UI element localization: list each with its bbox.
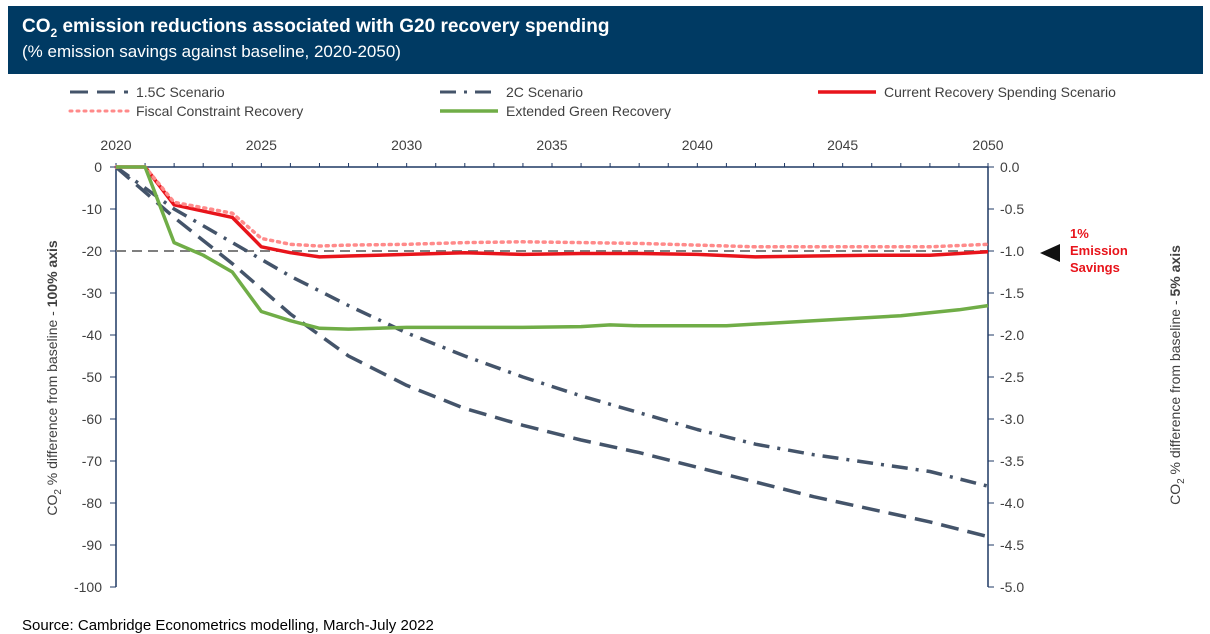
x-tick-label-2040: 2040 — [682, 137, 713, 153]
right-tick-label: -3.0 — [1000, 411, 1024, 427]
legend-label-2: 2C Scenario — [506, 84, 583, 100]
left-axis-title: CO2 % difference from baseline - 100% ax… — [44, 240, 64, 516]
chart-header: CO2 emission reductions associated with … — [8, 6, 1203, 74]
left-tick-label: -30 — [82, 285, 102, 301]
x-tick-label-2030: 2030 — [391, 137, 422, 153]
x-tick-label-2050: 2050 — [972, 137, 1003, 153]
left-tick-label: -100 — [74, 579, 102, 595]
right-tick-label: -5.0 — [1000, 579, 1024, 595]
right-tick-label: -2.0 — [1000, 327, 1024, 343]
series-line-5 — [116, 165, 989, 331]
left-tick-label: 0 — [94, 159, 102, 175]
right-tick-label: -1.5 — [1000, 285, 1024, 301]
left-tick-label: -10 — [82, 201, 102, 217]
y-axis-right: 0.0 -0.5 -1.0 -1.5 -2.0 -2.5 -3.0 -3.5 -4.0 -4.5 -… — [988, 159, 1024, 595]
annotation-arrow — [1040, 244, 1060, 262]
right-tick-label: -3.5 — [1000, 453, 1024, 469]
annotation-line1: 1% — [1070, 226, 1089, 241]
annotation: 1% Emission Savings — [1040, 226, 1128, 275]
right-tick-label: 0.0 — [1000, 159, 1020, 175]
left-tick-label: -80 — [82, 495, 102, 511]
right-tick-label: -1.0 — [1000, 243, 1024, 259]
x-tick-label-2020: 2020 — [100, 137, 131, 153]
left-tick-label: -40 — [82, 327, 102, 343]
legend: 1.5C Scenario 2C Scenario Current Recovery… — [68, 84, 1116, 119]
right-axis-title: CO2 % difference from baseline - 5% axis — [1167, 245, 1187, 505]
legend-label-1: 1.5C Scenario — [136, 84, 225, 100]
series-line-1 — [114, 165, 989, 539]
source-note: Source: Cambridge Econometrics modelling… — [22, 617, 434, 634]
axes — [115, 163, 989, 587]
legend-label-5: Extended Green Recovery — [506, 103, 671, 119]
left-tick-label: -20 — [82, 243, 102, 259]
x-axis-top: 2020 2025 2030 2035 2040 2045 2050 — [100, 137, 1003, 153]
series-line-2 — [114, 165, 989, 488]
axis-labels: CO2 % difference from baseline - 100% ax… — [44, 240, 1187, 516]
left-tick-label: -70 — [82, 453, 102, 469]
left-tick-label: -50 — [82, 369, 102, 385]
series-line-4 — [114, 165, 990, 249]
series-line-3 — [116, 165, 989, 259]
y-axis-left: 0 -10 -20 -30 -40 -50 -60 -70 -80 -90 -100 — [74, 159, 116, 595]
x-tick-label-2035: 2035 — [536, 137, 567, 153]
annotation-line2: Emission — [1070, 243, 1128, 258]
annotation-line3: Savings — [1070, 260, 1120, 275]
legend-label-3: Current Recovery Spending Scenario — [884, 84, 1116, 100]
left-tick-label: -60 — [82, 411, 102, 427]
x-tick-label-2025: 2025 — [246, 137, 277, 153]
series-layer — [114, 165, 990, 539]
left-tick-label: -90 — [82, 537, 102, 553]
legend-label-4: Fiscal Constraint Recovery — [136, 103, 303, 119]
chart-subtitle: (% emission savings against baseline, 20… — [22, 42, 401, 61]
right-tick-label: -4.0 — [1000, 495, 1024, 511]
chart-title: CO2 emission reductions associated with … — [22, 16, 610, 40]
right-tick-label: -2.5 — [1000, 369, 1024, 385]
right-tick-label: -0.5 — [1000, 201, 1024, 217]
right-tick-label: -4.5 — [1000, 537, 1024, 553]
x-tick-label-2045: 2045 — [827, 137, 858, 153]
